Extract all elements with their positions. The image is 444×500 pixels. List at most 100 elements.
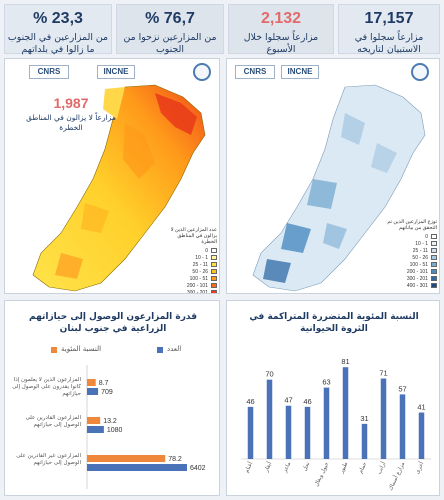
legend-swatch: [431, 248, 437, 253]
category-tick-label: أرانب: [375, 460, 388, 475]
legend-swatch: [431, 241, 437, 246]
category-tick-label: أغنام: [242, 460, 254, 474]
map-legend-danger: عدد المزارعين الذين لا يزالون في المناطق…: [165, 227, 217, 294]
stat-label: مزارعاً سجلوا في الاستبيان لتاريخه: [354, 32, 424, 55]
stat-value: 2,132: [260, 10, 302, 27]
category-tick-label: حمام: [358, 461, 368, 474]
pct-value-label: 8.7: [99, 380, 109, 387]
legend-swatch: [211, 269, 217, 274]
bar-value-label: 46: [246, 397, 254, 406]
livestock-bar: [285, 405, 292, 459]
legend-label: 1 - 10: [195, 254, 208, 261]
ministry-seal-icon: [193, 63, 211, 81]
stat-card-remaining-pct: 23,3 % من المزارعين في الجنوب ما زالوا ف…: [4, 4, 112, 55]
count-value-label: 6402: [190, 465, 206, 472]
count-bar: [87, 388, 99, 395]
legend-row: 1 - 10: [165, 254, 217, 261]
legend-label: 26 - 50: [192, 268, 208, 275]
bar-value-label: 57: [398, 384, 406, 393]
danger-zone-count: 1,987: [53, 95, 89, 111]
danger-zone-label: مزارعاً لا يزالون في المناطق الخطرة: [26, 113, 116, 132]
lebanon-map-registrations: [252, 84, 426, 292]
count-value-label: 709: [101, 389, 113, 396]
incne-logo: INCNE: [281, 65, 319, 79]
legend-row: 51 - 100: [385, 261, 437, 268]
stat-card-weekly-registrations: 2,132 مزارعاً سجلوا خلال الأسبوع: [228, 4, 334, 55]
legend-swatch: [431, 276, 437, 281]
legend-swatch: [431, 283, 437, 288]
map-panel-danger-zones: CNRS INCNE 1,987 مزارعاً لا يزالون في ال…: [4, 58, 220, 294]
livestock-bar-chart: 46 أغنام 70 أبقار 47 ماعز 46 نحل 63 خيول وبغال 81 ط…: [241, 357, 431, 492]
legend-swatch: [211, 262, 217, 267]
legend-row: 0: [385, 233, 437, 240]
legend-label-pct: النسبة المئوية: [61, 345, 102, 353]
legend-swatch: [431, 262, 437, 267]
livestock-bar: [361, 423, 368, 459]
livestock-bar: [304, 406, 311, 459]
pct-bar: [87, 417, 101, 424]
category-tick-label: طيور: [339, 461, 350, 475]
stat-value: 17,157: [364, 10, 414, 27]
category-tick-label: أبقار: [261, 460, 273, 474]
count-bar: [87, 464, 187, 471]
legend-label: 26 - 50: [412, 254, 428, 261]
legend-label: 11 - 25: [192, 261, 208, 268]
livestock-bar: [323, 387, 330, 459]
chart-legend: العدد النسبة المئوية: [45, 345, 215, 355]
chart-panel-access: قدرة المزارعون الوصول إلى حيازاتهم الزرا…: [4, 300, 220, 496]
legend-swatch: [431, 234, 437, 239]
legend-label: 101 - 200: [186, 282, 208, 289]
legend-label: 301 - 400: [406, 282, 428, 289]
legend-label: 51 - 100: [189, 275, 208, 282]
legend-row: 0: [165, 247, 217, 254]
count-bar: [87, 426, 104, 433]
cnrs-logo: CNRS: [29, 65, 69, 79]
livestock-bar: [380, 378, 387, 459]
legend-label: 201 - 300: [406, 275, 428, 282]
legend-swatch: [211, 283, 217, 288]
stat-label: من المزارعين في الجنوب ما زالوا في بلدات…: [7, 32, 109, 55]
pct-bar: [87, 455, 166, 462]
legend-label: 1 - 10: [415, 240, 428, 247]
count-value-label: 1080: [107, 427, 123, 434]
pct-value-label: 13.2: [103, 418, 117, 425]
ministry-seal-icon: [411, 63, 429, 81]
category-label: المزارعون الذين لا يعلمون إذا كانوا يقدر…: [12, 377, 81, 397]
livestock-bar: [247, 406, 254, 459]
legend-label: 0: [205, 247, 208, 254]
bar-value-label: 46: [303, 397, 311, 406]
stat-label: من المزارعين نزحوا من الجنوب: [123, 32, 217, 55]
chart-title: النسبة المئوية المتضررة المتراكمة في الث…: [249, 312, 419, 334]
legend-row: 11 - 25: [385, 247, 437, 254]
stat-card-displaced-pct: 76,7 % من المزارعين نزحوا من الجنوب: [116, 4, 224, 55]
livestock-bar: [399, 394, 406, 459]
stat-value: 23,3 %: [33, 10, 83, 27]
map-legend-registrations: توزع المزارعين الذين تم التحقق من بيانات…: [385, 219, 437, 289]
incne-logo: INCNE: [97, 65, 135, 79]
legend-label: 201 - 300: [186, 289, 208, 294]
legend-swatch-pct: [51, 347, 57, 353]
lebanon-map-heat: [32, 84, 206, 292]
legend-swatch: [431, 269, 437, 274]
legend-label: 0: [425, 233, 428, 240]
stat-card-total-registrations: 17,157 مزارعاً سجلوا في الاستبيان لتاريخ…: [338, 4, 440, 55]
legend-title: عدد المزارعين الذين لا يزالون في المناطق…: [170, 227, 217, 245]
legend-row: 51 - 100: [165, 275, 217, 282]
chart-title: قدرة المزارعون الوصول إلى حيازاتهم الزرا…: [29, 312, 197, 334]
bar-value-label: 47: [284, 396, 292, 405]
legend-label: 101 - 200: [406, 268, 428, 275]
legend-row: 26 - 50: [385, 254, 437, 261]
category-tick-label: مزارع أسماك: [386, 460, 406, 491]
legend-row: 1 - 10: [385, 240, 437, 247]
livestock-bar: [418, 412, 425, 459]
legend-swatch: [211, 248, 217, 253]
legend-label: 11 - 25: [412, 247, 428, 254]
bar-value-label: 81: [341, 357, 349, 366]
access-bar-chart: 8.7 709 13.2 1080 78.2 6402: [86, 365, 206, 489]
livestock-bar: [342, 367, 349, 459]
category-tick-label: ماعز: [282, 461, 293, 474]
pct-value-label: 78.2: [168, 456, 182, 463]
legend-swatch: [211, 255, 217, 260]
legend-swatch: [211, 290, 217, 293]
legend-swatch-count: [157, 347, 163, 353]
